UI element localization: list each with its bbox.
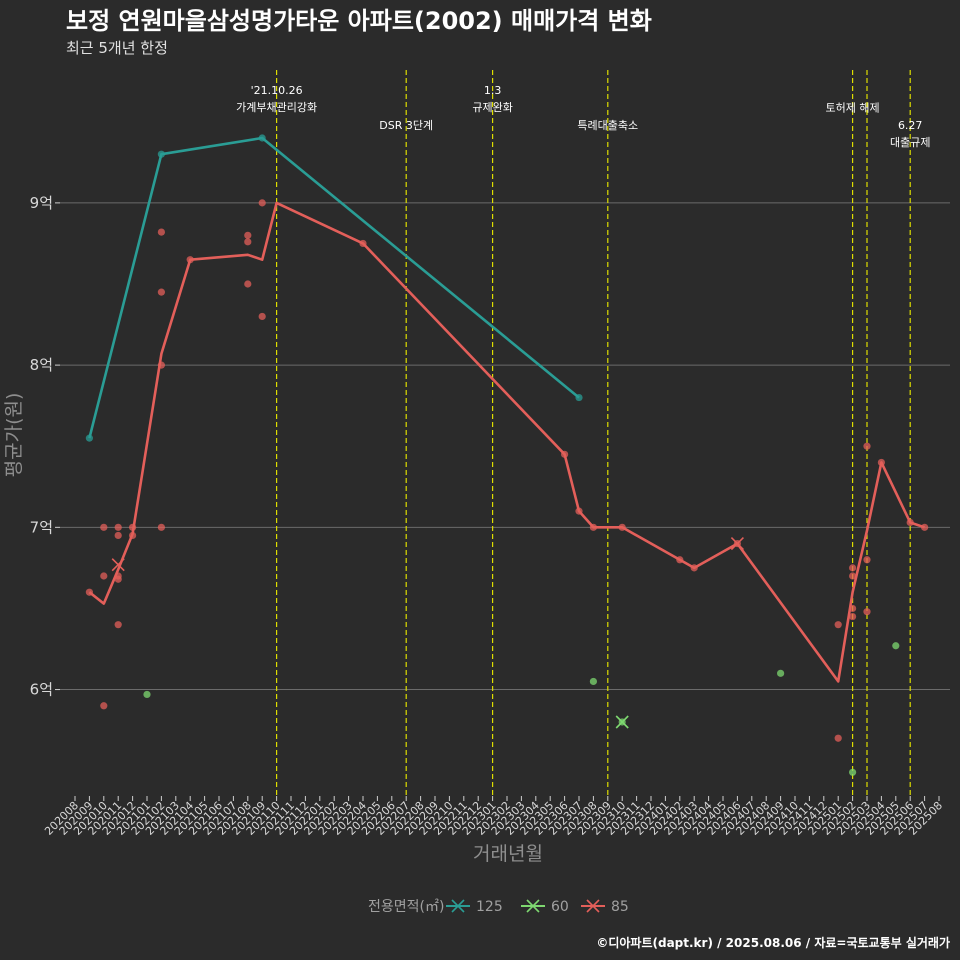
- data-point-85: [100, 572, 108, 580]
- cross-marker-85: [730, 536, 744, 551]
- data-point-85: [100, 702, 108, 710]
- cross-marker-85: [111, 558, 125, 572]
- legend-label: 85: [611, 899, 629, 915]
- data-points: [85, 134, 929, 776]
- y-tick-label: 9억: [30, 194, 53, 212]
- chart-subtitle: 최근 5개년 한정: [66, 39, 168, 57]
- data-point-85: [258, 312, 266, 321]
- legend-label: 60: [551, 899, 569, 915]
- legend-swatch-cross: [451, 899, 465, 913]
- data-point-85: [690, 564, 698, 572]
- y-axis-ticks: 6억 7억 8억 9억: [30, 194, 60, 699]
- data-point-85: [359, 239, 367, 248]
- data-point-60: [892, 642, 900, 650]
- data-point-85: [863, 556, 871, 564]
- data-point-85: [157, 361, 165, 369]
- legend-swatch-cross: [586, 899, 600, 913]
- data-point-85: [129, 531, 137, 540]
- data-point-85: [157, 288, 165, 296]
- event-label: 규제완화: [472, 101, 512, 114]
- data-point-60: [849, 768, 857, 776]
- data-point-60: [143, 690, 151, 699]
- data-point-85: [114, 531, 122, 540]
- event-label: '21.10.26: [251, 84, 303, 97]
- event-label: DSR 3단계: [379, 119, 433, 132]
- data-point-85: [618, 523, 626, 531]
- data-point-85: [863, 608, 871, 616]
- cross-marker-60: [615, 715, 629, 729]
- data-point-85: [676, 556, 684, 564]
- data-point-85: [244, 238, 252, 246]
- data-point-85: [575, 507, 583, 515]
- data-point-85: [589, 523, 598, 531]
- data-point-60: [777, 669, 785, 677]
- data-point-85: [244, 231, 252, 239]
- y-axis-title: 평균가(원): [3, 393, 25, 478]
- data-point-85: [834, 734, 842, 742]
- data-point-85: [85, 588, 93, 596]
- legend-label: 125: [476, 899, 503, 915]
- x-axis-title: 거래년월: [473, 843, 543, 865]
- data-point-60: [589, 677, 598, 686]
- data-point-85: [849, 564, 857, 572]
- data-point-85: [114, 621, 122, 629]
- y-tick-label: 6억: [30, 681, 53, 699]
- event-label: 1.3: [484, 84, 502, 97]
- event-label: 토허제 해제: [826, 101, 880, 115]
- data-point-85: [561, 450, 569, 458]
- data-point-85: [100, 523, 108, 531]
- y-tick-label: 8억: [30, 356, 53, 374]
- legend-item-125: 125: [446, 899, 503, 915]
- legend-item-85: 85: [581, 899, 629, 915]
- data-point-85: [849, 612, 857, 621]
- legend-item-60: 60: [521, 899, 569, 915]
- data-point-85: [186, 256, 194, 264]
- series-line-125: [88, 136, 580, 439]
- data-point-85: [129, 523, 137, 531]
- event-label: 대출규제: [890, 136, 930, 149]
- data-point-85: [863, 442, 871, 450]
- data-point-85: [157, 523, 165, 531]
- data-point-85: [114, 523, 122, 531]
- data-point-125: [575, 393, 583, 402]
- legend-title: 전용면적(㎡): [368, 899, 444, 915]
- chart-caption: ©디아파트(dapt.kr) / 2025.08.06 / 자료=국토교통부 실…: [596, 935, 950, 950]
- data-point-85: [849, 604, 857, 613]
- data-point-85: [244, 280, 252, 288]
- data-point-85: [114, 575, 122, 583]
- y-tick-label: 7억: [30, 518, 53, 536]
- event-label: 가계부채관리강화: [236, 101, 317, 114]
- data-point-85: [258, 199, 266, 207]
- data-point-125: [85, 434, 93, 442]
- chart-title: 보정 연원마을삼성명가타운 아파트(2002) 매매가격 변화: [66, 7, 652, 35]
- data-point-85: [921, 523, 929, 531]
- event-label: 6.27: [898, 119, 923, 132]
- gridlines: [60, 202, 950, 691]
- data-point-125: [157, 150, 165, 158]
- legend: 전용면적(㎡) 125 60 85: [368, 899, 629, 915]
- legend-swatch-cross: [526, 899, 540, 913]
- data-point-85: [849, 572, 857, 580]
- event-label: 특례대출축소: [577, 119, 638, 132]
- data-point-85: [906, 518, 914, 527]
- data-point-85: [834, 621, 842, 629]
- data-point-85: [157, 228, 165, 236]
- data-point-85: [877, 458, 886, 467]
- data-point-125: [258, 134, 266, 142]
